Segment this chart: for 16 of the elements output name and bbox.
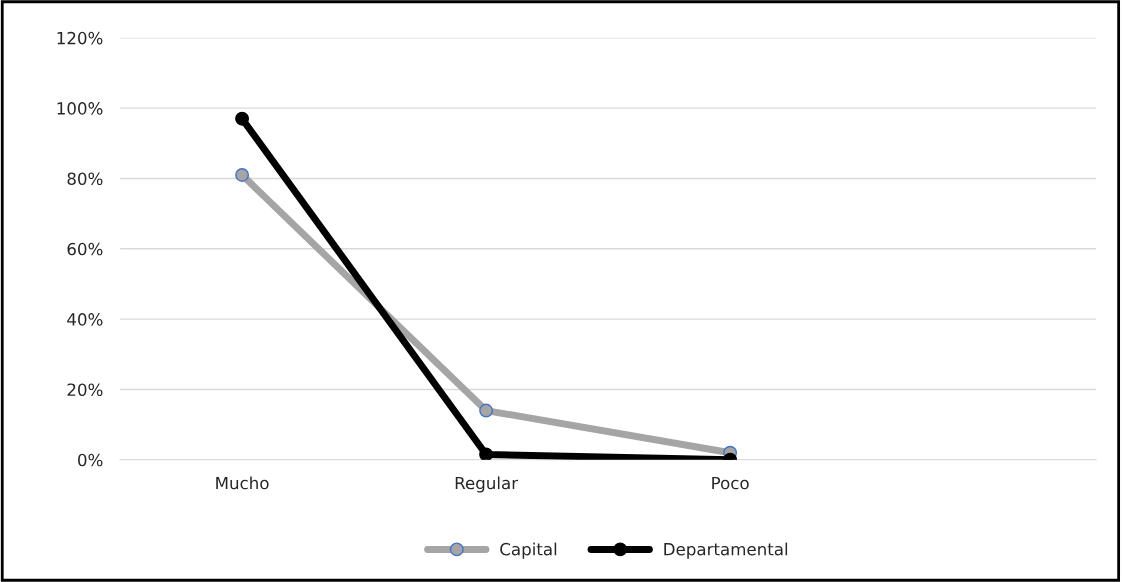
y-tick-label: 120%	[57, 31, 103, 45]
point	[235, 168, 250, 182]
x-tick-label: Poco	[712, 476, 749, 490]
y-tick-label: 60%	[67, 242, 103, 256]
y-tick-label: 20%	[67, 383, 103, 397]
y-tick-label: 40%	[67, 313, 103, 326]
y-tick-label: 100%	[57, 102, 103, 115]
point	[235, 111, 250, 126]
point	[479, 403, 494, 418]
x-tick-label: Mucho	[216, 476, 269, 490]
point	[479, 447, 494, 460]
legend-label: Capital	[500, 542, 557, 559]
x-tick-label: Regular	[455, 476, 519, 493]
y-tick-label: 0%	[78, 453, 103, 467]
legend-label: Departamental	[664, 542, 788, 559]
y-tick-label: 80%	[67, 172, 103, 186]
